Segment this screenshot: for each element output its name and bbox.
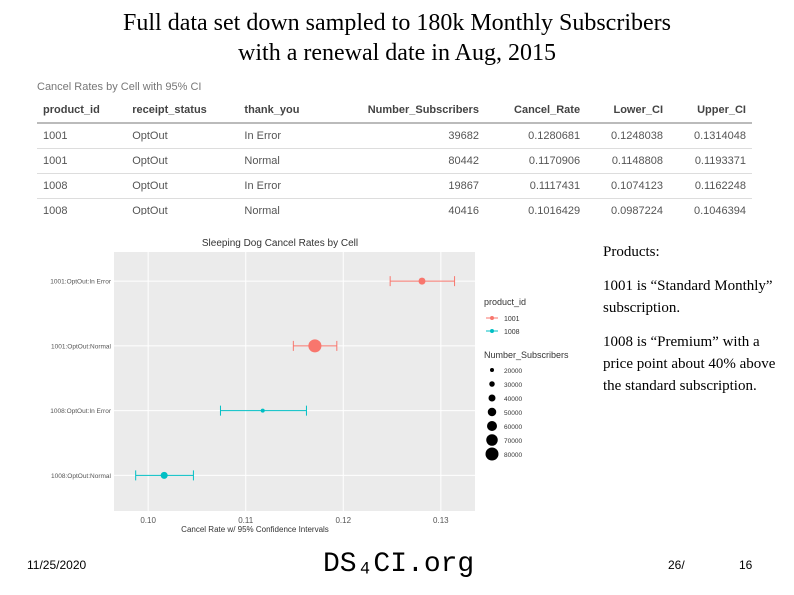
slide-title: Full data set down sampled to 180k Month… <box>0 8 794 68</box>
table-cell: 0.1248038 <box>586 123 669 149</box>
ds4ci-logo: DS₄CI.org <box>323 549 475 580</box>
y-tick-labels: 1001:OptOut:In Error 1001:OptOut:Normal 10… <box>50 279 112 480</box>
table-cell: 0.1280681 <box>484 123 587 149</box>
col-header: receipt_status <box>126 98 239 124</box>
table-cell: 1001 <box>37 148 127 174</box>
data-marks <box>135 276 456 481</box>
footer-date: 11/25/2020 <box>27 558 87 572</box>
legend-size-label: 30000 <box>504 382 522 389</box>
table-cell: OptOut <box>126 123 239 149</box>
legend-color-label: 1008 <box>504 329 520 336</box>
legend-size-label: 60000 <box>504 424 522 431</box>
slide-number: 16 <box>739 558 753 572</box>
data-point <box>418 277 426 285</box>
legend-size-label: 20000 <box>504 368 522 375</box>
legend-size-dot <box>489 381 495 387</box>
chart-title: Sleeping Dog Cancel Rates by Cell <box>202 238 358 249</box>
table-cell: OptOut <box>126 148 239 174</box>
legend-size-dot <box>486 434 498 446</box>
notes-heading: Products: <box>603 244 660 260</box>
product-notes: Products: 1001 is “Standard Monthly” sub… <box>603 241 788 409</box>
footer-page-label: 26/ <box>668 558 685 572</box>
table-cell: OptOut <box>126 198 239 215</box>
y-tick-label: 1008:OptOut:Normal <box>51 473 112 480</box>
legend-size-dot <box>487 407 497 417</box>
title-line-1: Full data set down sampled to 180k Month… <box>123 10 671 36</box>
plot-panel <box>114 252 475 511</box>
legend-size-dot <box>490 368 494 372</box>
table-row: 1008 OptOut In Error 19867 0.1117431 0.1… <box>37 173 752 199</box>
legend-color-dot <box>490 316 494 320</box>
legend-color-dot <box>490 329 494 333</box>
y-tick-label: 1001:OptOut:In Error <box>50 279 112 286</box>
col-header: thank_you <box>238 98 326 124</box>
table-cell: Normal <box>238 198 326 215</box>
table-cell: 0.1016429 <box>484 198 587 215</box>
table-cell: 80442 <box>325 148 485 174</box>
legend-color-title: product_id <box>484 297 526 307</box>
col-header: Lower_CI <box>586 98 669 124</box>
table-cell: 39682 <box>325 123 485 149</box>
table-cell: 1008 <box>37 173 127 199</box>
data-point <box>160 471 168 479</box>
table-cell: In Error <box>238 123 326 149</box>
cancel-rate-chart: Sleeping Dog Cancel Rates by Cell 1001:O… <box>50 238 569 534</box>
legend-size-title: Number_Subscribers <box>484 350 569 360</box>
table-cell: 0.1117431 <box>484 173 587 199</box>
x-tick-label: 0.11 <box>238 516 254 525</box>
y-tick-label: 1001:OptOut:Normal <box>51 343 112 350</box>
legend-size-label: 70000 <box>504 438 522 445</box>
col-header: Upper_CI <box>669 98 752 124</box>
notes-standard: 1001 is “Standard Monthly” subscription. <box>603 278 773 316</box>
table-cell: 0.1162248 <box>669 173 752 199</box>
table-row: 1001 OptOut In Error 39682 0.1280681 0.1… <box>37 123 752 149</box>
x-tick-label: 0.13 <box>433 516 449 525</box>
table-cell: OptOut <box>126 173 239 199</box>
cancel-rates-table: product_id receipt_status thank_you Numb… <box>37 98 752 215</box>
legend-size-label: 80000 <box>504 452 522 459</box>
table-cell: 0.1314048 <box>669 123 752 149</box>
legend-size-dot <box>488 394 496 402</box>
col-header: Number_Subscribers <box>325 98 485 124</box>
legend-size-label: 50000 <box>504 410 522 417</box>
col-header: product_id <box>37 98 127 124</box>
table-cell: 0.1046394 <box>669 198 752 215</box>
table-cell: 40416 <box>325 198 485 215</box>
table-header-row: product_id receipt_status thank_you Numb… <box>37 98 752 124</box>
table-row: 1008 OptOut Normal 40416 0.1016429 0.098… <box>37 198 752 215</box>
data-point <box>260 408 265 413</box>
title-line-2: with a renewal date in Aug, 2015 <box>238 40 556 66</box>
x-tick-label: 0.10 <box>140 516 156 525</box>
table-cell: 0.1193371 <box>669 148 752 174</box>
legend-size-dot <box>487 421 497 431</box>
chart-legend: product_id Number_Subscribers 1001 1008 20… <box>484 297 569 461</box>
legend-color-label: 1001 <box>504 316 520 323</box>
legend-size-dot <box>485 447 499 461</box>
table-cell: Normal <box>238 148 326 174</box>
table-cell: 1001 <box>37 123 127 149</box>
cancel-rates-table-image: Cancel Rates by Cell with 95% CI product… <box>37 78 752 215</box>
notes-premium: 1008 is “Premium” with a price point abo… <box>603 334 776 394</box>
table-cell: 0.1170906 <box>484 148 587 174</box>
table-row: 1001 OptOut Normal 80442 0.1170906 0.114… <box>37 148 752 174</box>
table-cell: 19867 <box>325 173 485 199</box>
x-tick-labels: 0.10 0.11 0.12 0.13 <box>140 516 449 525</box>
table-caption: Cancel Rates by Cell with 95% CI <box>37 81 202 93</box>
data-point <box>308 339 322 353</box>
y-tick-label: 1008:OptOut:In Error <box>50 408 112 415</box>
x-tick-label: 0.12 <box>335 516 351 525</box>
table-cell: 0.1148808 <box>586 148 669 174</box>
table-cell: 0.0987224 <box>586 198 669 215</box>
table-cell: In Error <box>238 173 326 199</box>
table-cell: 0.1074123 <box>586 173 669 199</box>
x-axis-label: Cancel Rate w/ 95% Confidence Intervals <box>181 525 329 534</box>
table-cell: 1008 <box>37 198 127 215</box>
col-header: Cancel_Rate <box>484 98 587 124</box>
legend-size-label: 40000 <box>504 396 522 403</box>
